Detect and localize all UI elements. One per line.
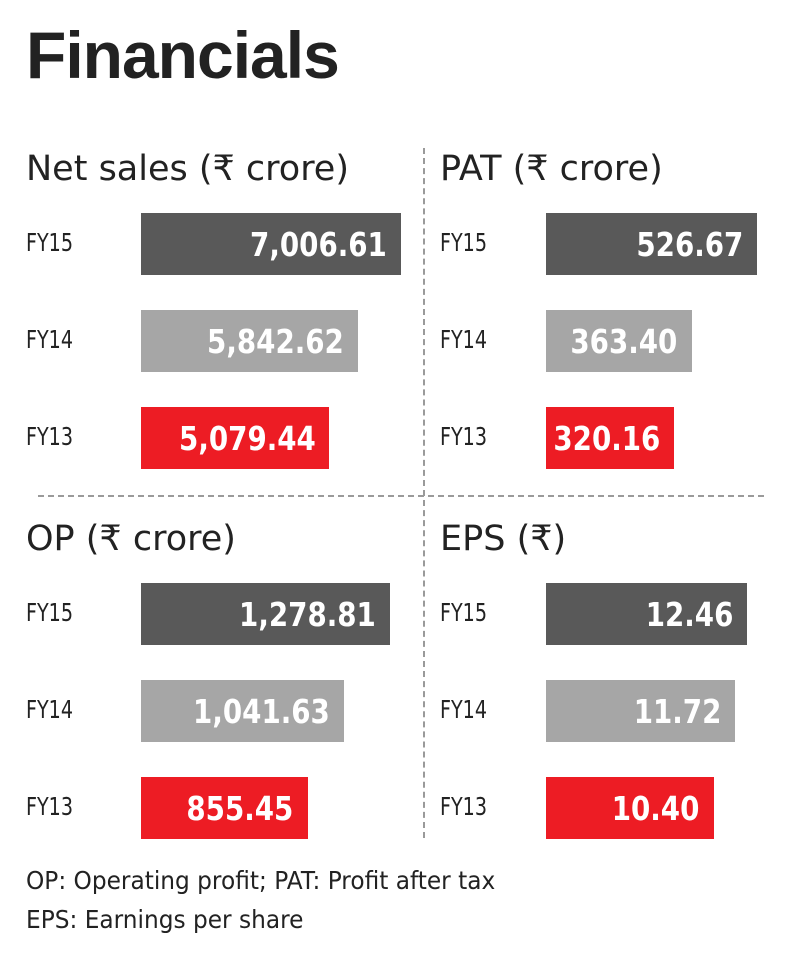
net-sales-chart: Net sales (₹ crore) FY15 7,006.61 FY14 5,842… <box>26 149 401 482</box>
eps-row-fy14: FY14 11.72 <box>440 680 747 742</box>
eps-chart-title: EPS (₹) <box>440 519 567 559</box>
bar-fy14: 5,842.62 <box>141 310 358 372</box>
net-sales-row-fy14: FY14 5,842.62 <box>26 310 401 372</box>
net-sales-chart-title: Net sales (₹ crore) <box>26 149 349 189</box>
op-row-fy15: FY15 1,278.81 <box>26 583 390 645</box>
bar-fy14: 11.72 <box>546 680 736 742</box>
data-label: 5,842.62 <box>207 321 344 361</box>
bar-fy15: 12.46 <box>546 583 747 645</box>
footnote-eps: EPS: Earnings per share <box>26 905 304 934</box>
eps-row-fy15: FY15 12.46 <box>440 583 747 645</box>
page-title: Financials <box>26 18 340 92</box>
bar-fy13: 855.45 <box>141 777 308 839</box>
category-label: FY15 <box>440 228 488 257</box>
eps-chart: EPS (₹) FY15 12.46 FY14 11.72 FY13 10.40 <box>440 522 800 852</box>
bar-fy14: 363.40 <box>546 310 692 372</box>
category-label: FY15 <box>26 228 74 257</box>
category-label: FY15 <box>440 598 488 627</box>
bar-fy13: 5,079.44 <box>141 407 330 469</box>
pat-row-fy14: FY14 363.40 <box>440 310 757 372</box>
data-label: 1,041.63 <box>193 691 330 731</box>
eps-row-fy13: FY13 10.40 <box>440 777 747 839</box>
data-label: 320.16 <box>553 418 661 458</box>
category-label: FY13 <box>440 792 488 821</box>
data-label: 855.45 <box>186 788 294 828</box>
net-sales-row-fy15: FY15 7,006.61 <box>26 213 401 275</box>
data-label: 7,006.61 <box>250 224 387 264</box>
category-label: FY15 <box>26 598 74 627</box>
pat-chart-title: PAT (₹ crore) <box>440 149 663 189</box>
category-label: FY14 <box>26 325 74 354</box>
net-sales-row-fy13: FY13 5,079.44 <box>26 407 401 469</box>
bar-fy13: 10.40 <box>546 777 714 839</box>
op-row-fy13: FY13 855.45 <box>26 777 390 839</box>
category-label: FY13 <box>26 422 74 451</box>
data-label: 363.40 <box>570 321 678 361</box>
bar-fy13: 320.16 <box>546 407 675 469</box>
category-label: FY14 <box>26 695 74 724</box>
category-label: FY13 <box>26 792 74 821</box>
op-chart-title: OP (₹ crore) <box>26 519 236 559</box>
pat-row-fy15: FY15 526.67 <box>440 213 757 275</box>
data-label: 12.46 <box>645 594 733 634</box>
data-label: 10.40 <box>612 788 700 828</box>
pat-chart: PAT (₹ crore) FY15 526.67 FY14 363.40 FY13 320… <box>440 152 800 482</box>
footnote-op-pat: OP: Operating profit; PAT: Profit after … <box>26 866 496 895</box>
bar-fy15: 526.67 <box>546 213 757 275</box>
data-label: 1,278.81 <box>239 594 376 634</box>
category-label: FY13 <box>440 422 488 451</box>
data-label: 5,079.44 <box>178 418 316 458</box>
horizontal-divider <box>38 495 764 497</box>
pat-row-fy13: FY13 320.16 <box>440 407 757 469</box>
bar-fy15: 7,006.61 <box>141 213 401 275</box>
op-row-fy14: FY14 1,041.63 <box>26 680 390 742</box>
category-label: FY14 <box>440 325 488 354</box>
bar-fy15: 1,278.81 <box>141 583 390 645</box>
vertical-divider <box>423 148 425 838</box>
category-label: FY14 <box>440 695 488 724</box>
data-label: 526.67 <box>636 224 743 264</box>
data-label: 11.72 <box>633 691 722 731</box>
bar-fy14: 1,041.63 <box>141 680 344 742</box>
op-chart: OP (₹ crore) FY15 1,278.81 FY14 1,041.63 FY13… <box>26 519 390 852</box>
